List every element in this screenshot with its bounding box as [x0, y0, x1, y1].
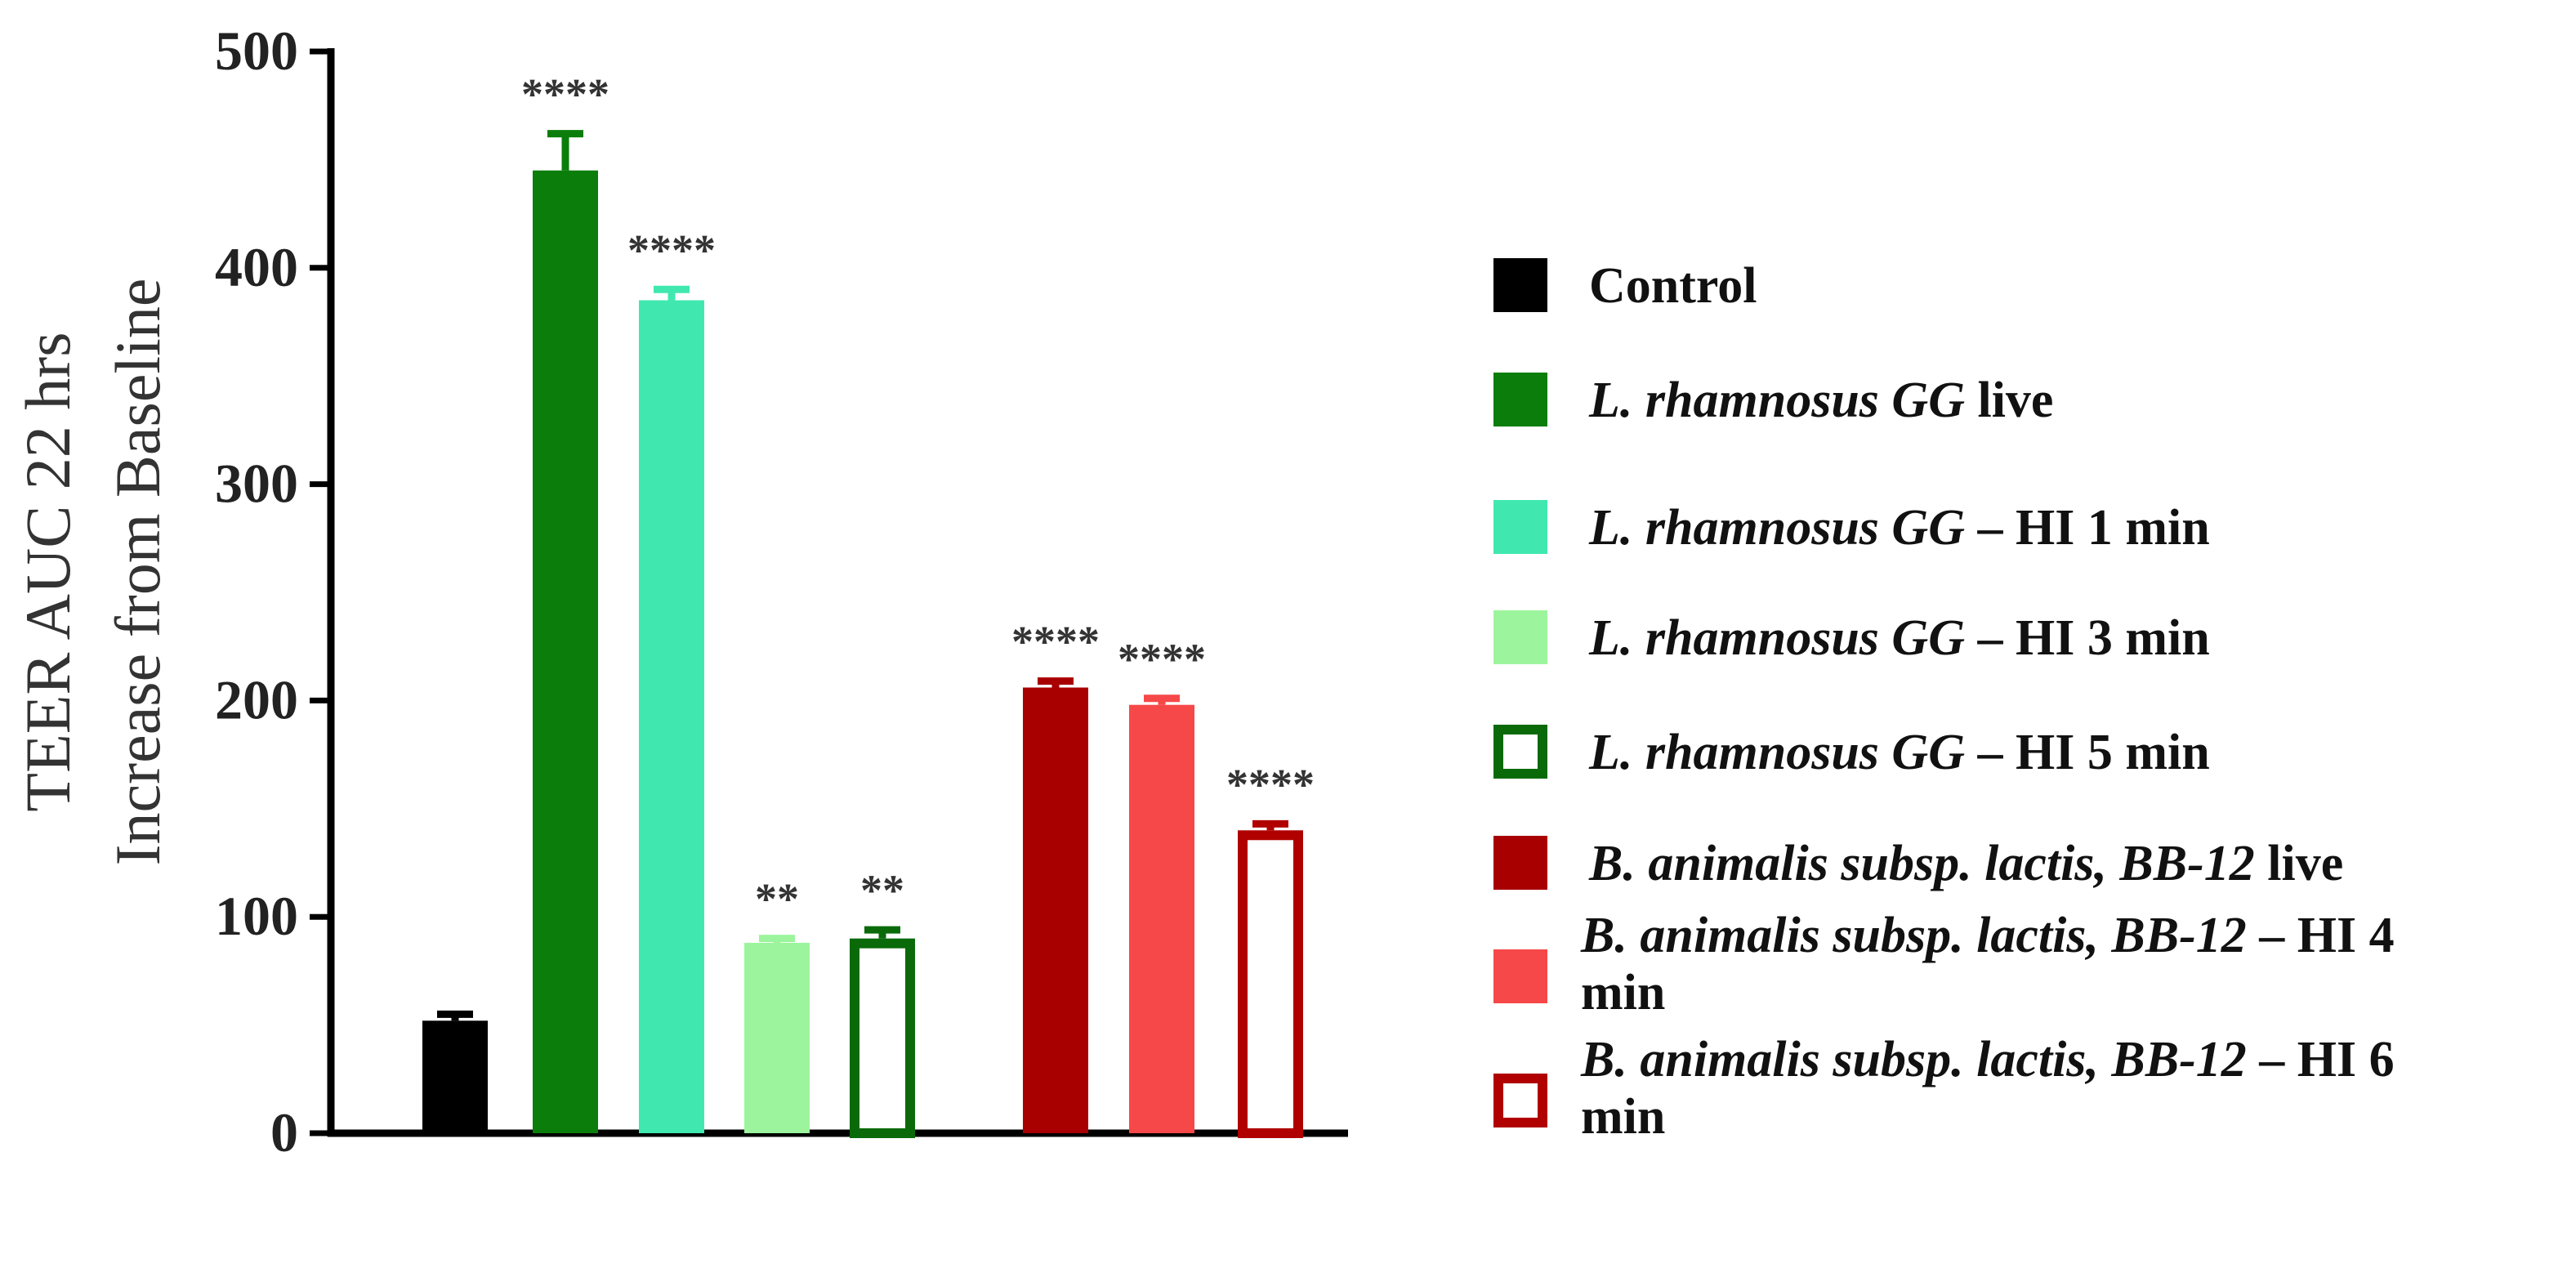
significance-label: ****	[1118, 635, 1206, 684]
bar-group: ****	[1118, 635, 1206, 1133]
legend-item: L. rhamnosus GG – HI 5 min	[1493, 725, 2210, 780]
legend-label-plain: – HI 6	[2247, 1032, 2395, 1087]
y-tick-label: 500	[215, 20, 298, 82]
bar-group	[422, 1010, 488, 1133]
bar-group: ****	[1226, 760, 1315, 1139]
legend-label: L. rhamnosus GG – HI 5 min	[1588, 725, 2210, 780]
legend-label: B. animalis subsp. lactis, BB-12 – HI 4 m…	[1580, 908, 2395, 1020]
bar	[1238, 830, 1303, 1139]
axes: 0 100 200 300 400 500	[215, 20, 1348, 1163]
legend-label: L. rhamnosus GG live	[1588, 373, 2053, 428]
bars: ********** ****** ********	[422, 70, 1315, 1139]
y-tick-label: 0	[270, 1101, 298, 1163]
y-tick-label: 300	[215, 453, 298, 515]
legend-label-plain: Control	[1589, 258, 1757, 314]
legend-swatch	[1493, 836, 1547, 890]
legend-swatch	[1493, 949, 1547, 1003]
legend-swatch	[1493, 610, 1547, 664]
legend-label-plain: – HI 3 min	[1965, 610, 2210, 666]
bar-group: **	[850, 866, 915, 1139]
legend-item: B. animalis subsp. lactis, BB-12 live	[1493, 836, 2343, 891]
legend-swatch	[1493, 725, 1547, 779]
bar-group: ****	[1011, 618, 1100, 1133]
y-tick-label: 400	[215, 236, 298, 298]
legend-label-plain: live	[1965, 373, 2053, 428]
y-axis-title-line-2: Increase from Baseline	[102, 279, 173, 866]
significance-label: ****	[1226, 760, 1315, 809]
legend-item: Control	[1493, 258, 1757, 314]
legend-label-italic: L. rhamnosus GG	[1588, 725, 1965, 780]
legend-swatch	[1493, 373, 1547, 426]
bar	[422, 1020, 488, 1133]
bar-group: ****	[627, 225, 716, 1133]
significance-label: **	[860, 866, 904, 915]
legend-label: Control	[1589, 258, 1757, 314]
bar-group: ****	[521, 70, 609, 1133]
bar	[533, 170, 598, 1133]
legend-label: B. animalis subsp. lactis, BB-12 – HI 6 m…	[1580, 1032, 2395, 1145]
legend-label: B. animalis subsp. lactis, BB-12 live	[1588, 836, 2343, 891]
y-tick-label: 200	[215, 668, 298, 730]
legend-label-italic: L. rhamnosus GG	[1588, 610, 1965, 666]
legend-label-italic: B. animalis subsp. lactis, BB-12	[1580, 1032, 2247, 1087]
legend-swatch	[1493, 1074, 1547, 1127]
y-axis-title: TEER AUC 22 hrs Increase from Baseline	[12, 279, 173, 866]
legend-item: L. rhamnosus GG live	[1493, 373, 2053, 428]
legend-label-plain: – HI 1 min	[1965, 500, 2210, 556]
legend-label-plain: live	[2255, 836, 2343, 891]
legend-label-plain: – HI 4	[2247, 908, 2395, 963]
legend-label-plain: – HI 5 min	[1965, 725, 2210, 780]
bar	[1129, 704, 1194, 1133]
significance-label: ****	[521, 70, 609, 119]
legend-item: L. rhamnosus GG – HI 1 min	[1493, 500, 2210, 556]
legend-item: L. rhamnosus GG – HI 3 min	[1493, 610, 2210, 666]
legend-item: B. animalis subsp. lactis, BB-12 – HI 4 m…	[1493, 908, 2395, 1020]
legend-label-italic: B. animalis subsp. lactis, BB-12	[1580, 908, 2247, 963]
y-axis-title-line-1: TEER AUC 22 hrs	[12, 332, 83, 811]
legend-label-italic: B. animalis subsp. lactis, BB-12	[1588, 836, 2255, 891]
legend-label-wrap: min	[1581, 1089, 1665, 1145]
bar	[850, 938, 915, 1139]
significance-label: ****	[627, 225, 716, 275]
bar	[1023, 687, 1088, 1133]
y-tick-label: 100	[215, 885, 298, 947]
bar	[639, 300, 704, 1133]
legend-swatch	[1493, 258, 1547, 312]
bar	[744, 942, 810, 1133]
significance-label: **	[755, 875, 799, 924]
bar-group: **	[744, 875, 810, 1133]
legend-label-italic: L. rhamnosus GG	[1588, 500, 1965, 556]
legend-label: L. rhamnosus GG – HI 1 min	[1588, 500, 2210, 556]
legend-label-wrap: min	[1581, 965, 1665, 1020]
legend-item: B. animalis subsp. lactis, BB-12 – HI 6 m…	[1493, 1032, 2395, 1145]
legend-label-italic: L. rhamnosus GG	[1588, 373, 1965, 428]
legend-swatch	[1493, 500, 1547, 554]
legend-label: L. rhamnosus GG – HI 3 min	[1588, 610, 2210, 666]
significance-label: ****	[1011, 618, 1100, 667]
